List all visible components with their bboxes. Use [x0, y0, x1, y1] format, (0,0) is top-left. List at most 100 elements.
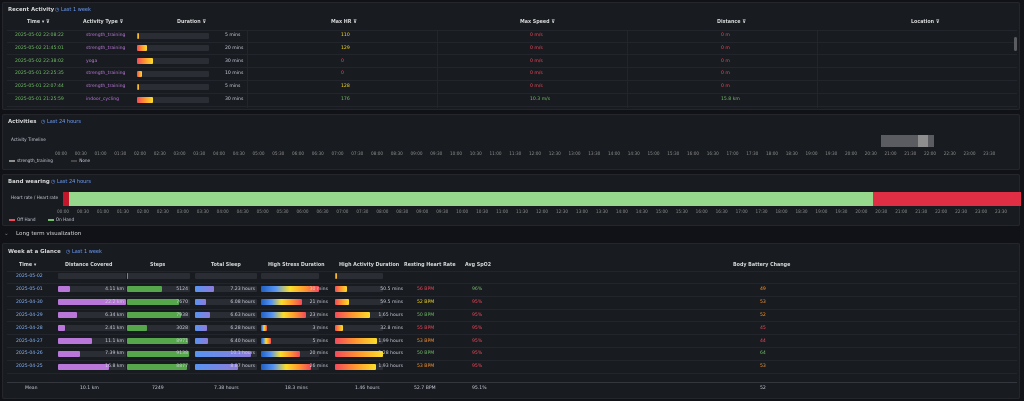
legend-item[interactable]: Off Hand — [9, 217, 36, 222]
tick-label: 01:30 — [116, 209, 129, 214]
legend-item[interactable]: None — [71, 158, 90, 163]
sleep-bar-bg — [195, 273, 257, 280]
steps-bar-fill — [127, 311, 181, 318]
timeline-segment[interactable] — [68, 192, 874, 206]
column-header[interactable]: Steps — [150, 263, 166, 268]
legend-label: On Hand — [55, 217, 75, 222]
time-range-badge[interactable]: ◷ Last 1 week — [55, 7, 91, 13]
sleep-value: 6.40 hours — [230, 338, 255, 344]
stress-bar-fill — [261, 350, 300, 357]
divider — [7, 360, 1017, 362]
tick-label: 18:30 — [795, 209, 808, 214]
duration-bar-fill — [137, 83, 140, 90]
duration-bar-bg — [137, 70, 209, 77]
date-cell[interactable]: 2025-04-29 — [16, 312, 43, 318]
activity-bar-bg — [335, 286, 383, 293]
column-header[interactable]: Distance Covered — [65, 263, 113, 268]
column-header[interactable]: High Activity Duration — [339, 263, 400, 268]
column-header[interactable]: Max HR ⊽ — [331, 20, 358, 25]
duration-bar-fill — [137, 96, 153, 103]
max-speed-cell: 10.3 m/s — [530, 97, 551, 102]
date-cell[interactable]: 2025-05-02 — [16, 274, 43, 279]
tick-label: 12:00 — [529, 151, 542, 156]
timeline-segment[interactable] — [918, 135, 928, 147]
column-header[interactable]: Activity Type ⊽ — [83, 20, 124, 25]
date-cell[interactable]: 2025-05-01 — [16, 286, 43, 292]
activity-value: 1.65 hours — [378, 312, 403, 318]
column-header[interactable]: Location ⊽ — [911, 20, 940, 25]
timeline-segment[interactable] — [928, 135, 934, 147]
footer-sleep: 7.38 hours — [214, 386, 239, 391]
time-range-badge[interactable]: ◷ Last 24 hours — [51, 179, 91, 185]
divider — [7, 105, 1017, 107]
steps-bar-fill — [127, 337, 189, 344]
column-header[interactable]: Duration ⊽ — [177, 20, 207, 25]
date-cell[interactable]: 2025-04-26 — [16, 351, 43, 357]
tick-label: 01:00 — [94, 151, 107, 156]
divider — [7, 347, 1017, 349]
column-header[interactable]: Distance ⊽ — [717, 20, 747, 25]
date-cell[interactable]: 2025-04-30 — [16, 299, 43, 305]
tick-label: 08:30 — [390, 151, 403, 156]
stress-bar-fill — [261, 337, 271, 344]
time-cell: 2025-05-01 22:25:35 — [15, 71, 64, 77]
distance-cell: 15.8 km — [721, 97, 740, 102]
activity-value: 50.5 mins — [380, 286, 403, 292]
scrollbar[interactable] — [1014, 37, 1017, 51]
timeline-segment[interactable] — [880, 135, 919, 147]
distance-bar-fill — [58, 363, 109, 370]
divider — [7, 373, 1017, 374]
date-cell[interactable]: 2025-04-28 — [16, 325, 43, 331]
column-header[interactable]: Total Sleep — [211, 263, 241, 268]
date-cell[interactable]: 2025-04-25 — [16, 364, 43, 370]
week-at-a-glance-panel: Week at a Glance ◷ Last 1 week Time ▾ Dis… — [2, 243, 1020, 399]
column-header[interactable]: High Stress Duration — [268, 263, 325, 268]
column-header[interactable]: Body Battery Change — [733, 263, 791, 268]
legend-label: None — [79, 158, 91, 163]
tick-label: 23:00 — [975, 209, 988, 214]
activity-bar-fill — [335, 299, 350, 305]
footer-spo2: 95.1% — [472, 386, 487, 391]
time-range-badge[interactable]: ◷ Last 24 hours — [41, 119, 81, 125]
activity-bar-bg — [335, 273, 383, 280]
distance-value: 22.2 km — [105, 299, 124, 305]
date-cell[interactable]: 2025-04-27 — [16, 338, 43, 344]
panel-title: Band wearing — [8, 179, 50, 185]
tick-label: 03:00 — [173, 151, 186, 156]
tick-label: 08:00 — [376, 209, 389, 214]
activity-bar-fill — [335, 337, 377, 344]
time-cell: 2025-05-02 22:38:02 — [15, 58, 64, 64]
tick-label: 21:30 — [915, 209, 928, 214]
spo2-cell: 95% — [472, 338, 483, 344]
legend-item[interactable]: strength_training — [9, 158, 53, 163]
tick-label: 15:30 — [667, 151, 680, 156]
column-header[interactable]: Resting Heart Rate — [404, 263, 456, 268]
tick-label: 23:30 — [983, 151, 996, 156]
timeline-segment[interactable] — [873, 192, 1021, 206]
band-wearing-track[interactable] — [63, 192, 1021, 206]
spo2-cell: 95% — [472, 364, 483, 370]
column-header[interactable]: Max Speed ⊽ — [520, 20, 556, 25]
tick-label: 06:00 — [296, 209, 309, 214]
divider — [7, 334, 1017, 336]
column-header[interactable]: Time ▾ ⊽ — [27, 20, 50, 25]
column-header[interactable]: Time ▾ — [19, 263, 37, 268]
activity-bar-fill — [335, 286, 347, 293]
tick-label: 14:30 — [627, 151, 640, 156]
tick-label: 11:30 — [509, 151, 522, 156]
footer-stress: 18.3 mins — [285, 386, 308, 391]
stress-bar-bg — [261, 324, 319, 331]
column-header[interactable]: Avg SpO2 — [465, 263, 492, 268]
tick-label: 16:30 — [706, 151, 719, 156]
tick-label: 14:00 — [608, 151, 621, 156]
distance-bar-fill — [58, 350, 81, 357]
distance-bar-fill — [58, 299, 126, 305]
legend-item[interactable]: On Hand — [47, 217, 75, 222]
distance-cell: 0 m — [721, 71, 730, 77]
activity-timeline-track[interactable] — [61, 135, 1009, 147]
activity-type-cell: yoga — [86, 58, 98, 64]
distance-bar-bg — [58, 273, 126, 280]
time-range-badge[interactable]: ◷ Last 1 week — [66, 249, 102, 255]
tick-label: 09:30 — [436, 209, 449, 214]
timeline-segment[interactable] — [63, 192, 69, 206]
